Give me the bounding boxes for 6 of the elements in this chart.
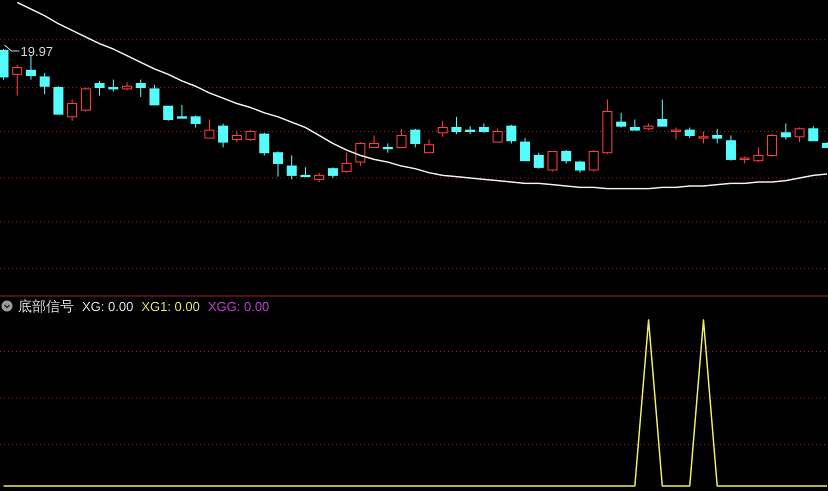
candlestick [698, 130, 708, 144]
annotation: 19.97 [20, 44, 54, 59]
chart-title: 底部信号 [18, 298, 74, 314]
text: XG1: 0.00 [141, 299, 200, 314]
text: XG: 0.00 [82, 299, 134, 314]
text: XGG: 0.00 [208, 299, 270, 314]
